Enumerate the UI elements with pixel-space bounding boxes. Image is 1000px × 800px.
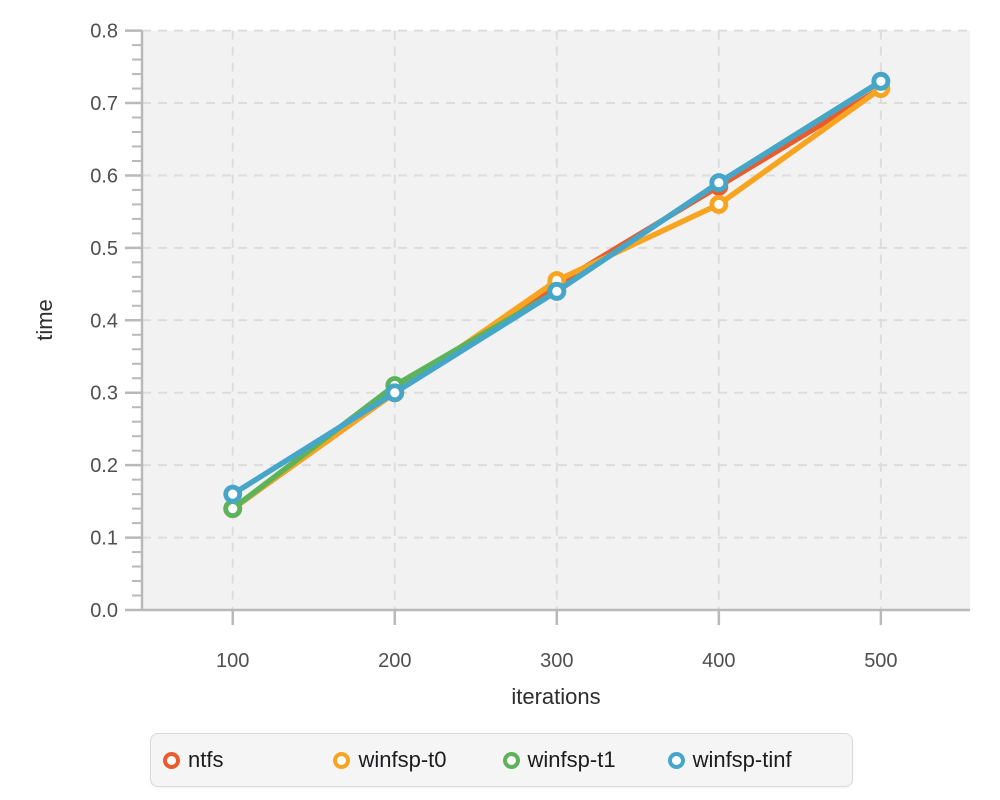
y-tick-label: 0.7 bbox=[90, 93, 118, 115]
legend-item-winfsp-t0[interactable]: winfsp-t0 bbox=[333, 747, 447, 772]
legend-marker-icon bbox=[667, 751, 685, 769]
legend-item-winfsp-t1[interactable]: winfsp-t1 bbox=[502, 747, 616, 772]
x-tick-label: 500 bbox=[864, 650, 897, 672]
y-tick-label: 0.0 bbox=[90, 600, 118, 622]
marker-winfsp-tinf bbox=[709, 173, 729, 193]
x-tick-label: 100 bbox=[216, 650, 249, 672]
y-tick-label: 0.6 bbox=[90, 165, 118, 187]
y-tick-label: 0.2 bbox=[90, 455, 118, 477]
marker-winfsp-t0 bbox=[709, 195, 729, 214]
line-chart-canvas: 0.0 0.1 0.2 0.3 0.4 0.5 0.6 0.7 0.8 100 200 300 400 5… bbox=[90, 21, 970, 672]
x-axis-title: iterations bbox=[511, 684, 601, 709]
y-tick-label: 0.8 bbox=[90, 21, 118, 43]
marker-winfsp-tinf bbox=[385, 383, 405, 403]
y-tick-label: 0.3 bbox=[90, 383, 118, 405]
marker-winfsp-t1 bbox=[223, 499, 243, 519]
legend-marker-icon bbox=[163, 751, 180, 769]
legend-item-winfsp-tinf[interactable]: winfsp-tinf bbox=[667, 747, 792, 772]
legend: ntfs winfsp-t0 winfsp-t1 winfsp-tinf bbox=[150, 733, 853, 787]
legend-marker-icon bbox=[502, 751, 520, 769]
marker-winfsp-tinf bbox=[547, 281, 567, 301]
x-tick-label: 200 bbox=[378, 650, 411, 672]
y-axis-title: time bbox=[32, 299, 57, 341]
legend-item-ntfs[interactable]: ntfs bbox=[163, 749, 223, 771]
x-tick-label: 400 bbox=[702, 650, 735, 672]
legend-label: ntfs bbox=[188, 747, 224, 772]
y-tick-label: 0.5 bbox=[90, 238, 118, 260]
legend-marker-icon bbox=[333, 751, 351, 769]
marker-winfsp-tinf bbox=[871, 71, 891, 91]
legend-label: winfsp-t1 bbox=[527, 747, 616, 772]
y-tick-label: 0.4 bbox=[90, 310, 118, 332]
marker-winfsp-tinf bbox=[223, 484, 243, 504]
x-tick-label: 300 bbox=[540, 650, 573, 672]
legend-label: winfsp-t0 bbox=[358, 747, 447, 772]
legend-label: winfsp-tinf bbox=[692, 747, 792, 772]
y-tick-label: 0.1 bbox=[90, 528, 118, 550]
